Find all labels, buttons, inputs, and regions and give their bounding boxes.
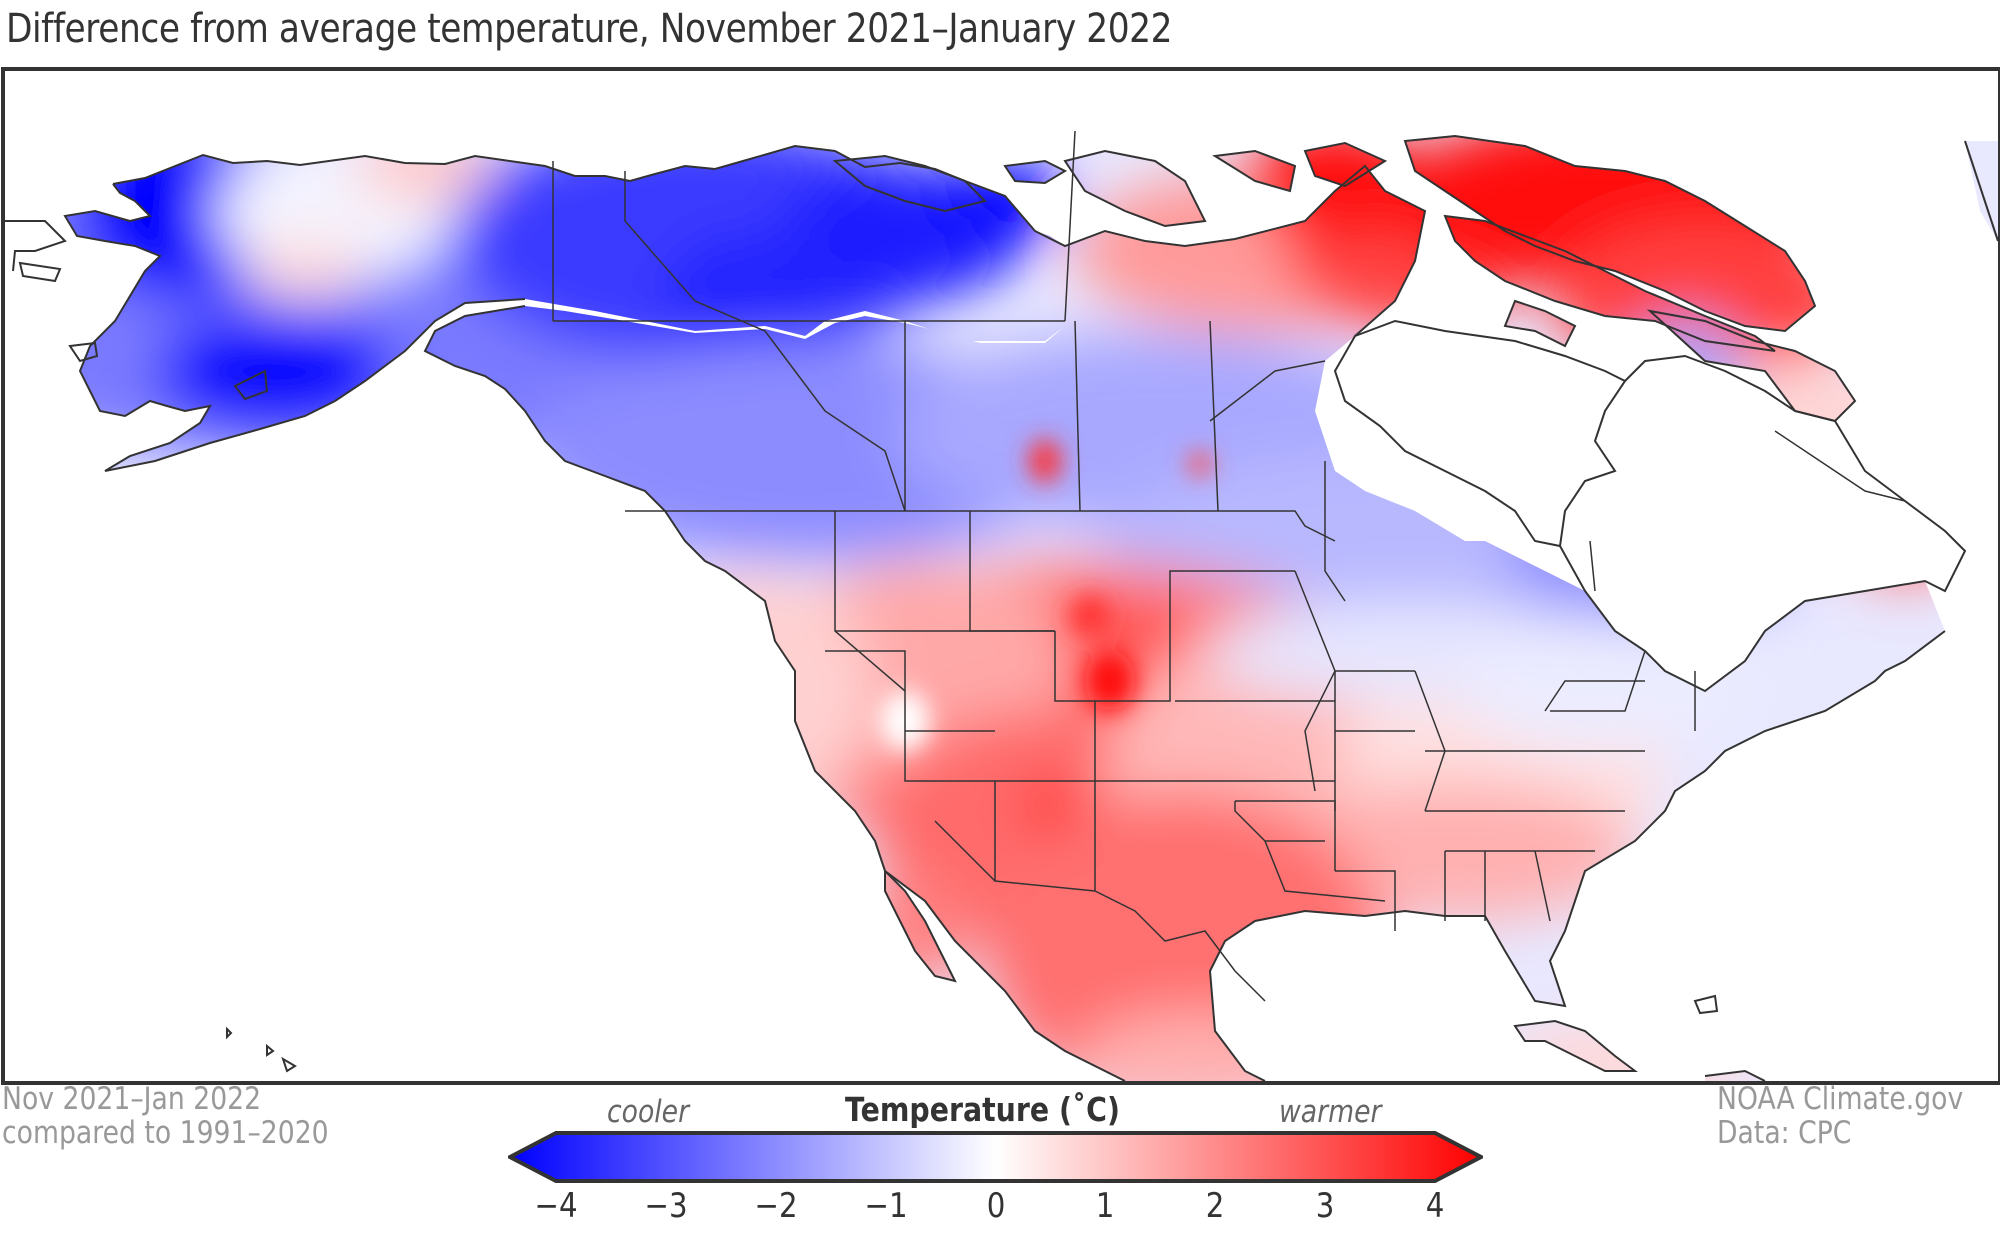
colorbar-cooler-label: cooler	[607, 1094, 690, 1130]
colorbar-tick-label: 2	[1205, 1186, 1225, 1226]
period-note: Nov 2021–Jan 2022 compared to 1991–2020	[2, 1082, 329, 1150]
colorbar-title: Temperature (˚C)	[845, 1090, 1120, 1129]
temperature-anomaly-map	[5, 130, 1998, 1081]
colorbar-gradient	[508, 1131, 1483, 1183]
baseline-line: compared to 1991–2020	[2, 1115, 329, 1151]
colorbar-tick-label: −2	[754, 1186, 798, 1226]
period-line: Nov 2021–Jan 2022	[2, 1081, 262, 1117]
colorbar-tick-label: 4	[1425, 1186, 1445, 1226]
credit-line: NOAA Climate.gov	[1717, 1081, 1964, 1117]
anomaly-field	[65, 136, 1998, 1081]
coastlines	[5, 134, 1998, 1081]
hudson-bay	[1333, 319, 1627, 548]
colorbar	[508, 1131, 1483, 1183]
colorbar-warmer-label: warmer	[1279, 1094, 1382, 1130]
colorbar-tick-label: 3	[1315, 1186, 1335, 1226]
political-borders	[552, 130, 1906, 1002]
map-title: Difference from average temperature, Nov…	[6, 6, 1173, 52]
data-source-line: Data: CPC	[1717, 1115, 1852, 1151]
credit-note: NOAA Climate.gov Data: CPC	[1717, 1082, 1963, 1150]
map-frame	[1, 67, 2000, 1085]
colorbar-tick-label: 1	[1096, 1186, 1115, 1226]
colorbar-tick-label: 0	[986, 1186, 1005, 1226]
colorbar-tick-label: −1	[864, 1186, 908, 1226]
colorbar-tick-label: −4	[534, 1186, 578, 1226]
colorbar-tick-label: −3	[644, 1186, 688, 1226]
